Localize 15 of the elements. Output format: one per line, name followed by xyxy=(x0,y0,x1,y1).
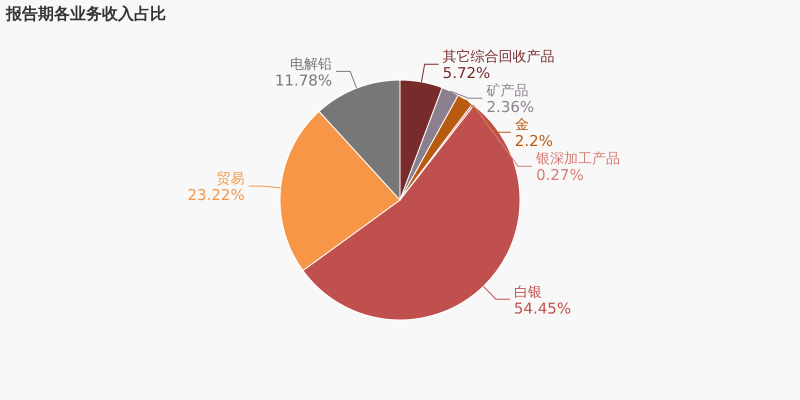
data-label: 2.36% xyxy=(486,98,534,116)
slice-label: 金 xyxy=(514,117,529,134)
slice-label: 银深加工产品 xyxy=(535,151,620,168)
slice-label: 矿产品 xyxy=(486,83,529,100)
data-label: 2.2% xyxy=(514,132,553,150)
slice-label: 贸易 xyxy=(216,171,245,188)
data-label: 54.45% xyxy=(514,299,572,318)
data-label: 0.27% xyxy=(536,166,584,184)
data-label: 5.72% xyxy=(442,64,490,82)
slice-label: 白银 xyxy=(514,284,542,300)
chart-title: 报告期各业务收入占比 xyxy=(5,4,166,23)
data-label: 23.22% xyxy=(188,186,245,204)
slice-label: 电解铅 xyxy=(290,56,332,72)
slice-label: 其它综合回收产品 xyxy=(442,49,555,66)
data-label: 11.78% xyxy=(274,71,332,90)
